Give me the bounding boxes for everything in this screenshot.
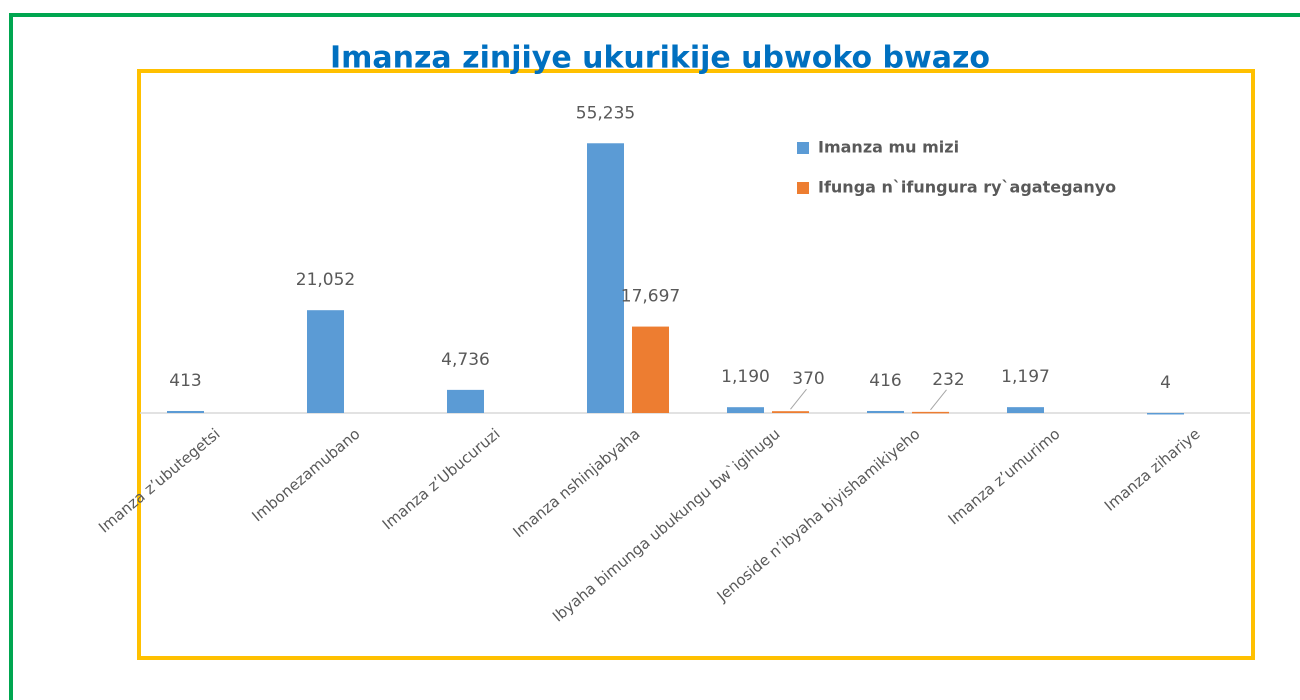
outer-frame	[9, 13, 1300, 700]
data-label: 1,197	[1001, 367, 1050, 387]
data-label: 4,736	[441, 350, 490, 370]
bar	[1007, 407, 1044, 413]
x-tick-label: Imbonezamubano	[248, 425, 363, 526]
data-label: 416	[869, 371, 901, 391]
bar	[447, 389, 484, 413]
legend-swatch	[797, 182, 809, 194]
x-tick-label: Imanza z’ubutegetsi	[95, 425, 223, 537]
bar	[867, 410, 904, 413]
data-label: 17,697	[621, 287, 680, 307]
x-tick-label: Imanza nshinjabyaha	[510, 425, 644, 541]
leader-line	[930, 389, 947, 411]
data-label: 21,052	[296, 270, 355, 290]
legend-swatch	[797, 142, 809, 154]
data-label: 55,235	[576, 103, 635, 123]
data-label: 232	[932, 370, 964, 390]
x-tick-label: Ibyaha bimunga ubukungu bw`igihugu	[549, 425, 784, 626]
bar	[1147, 412, 1184, 415]
bar	[912, 411, 949, 414]
legend-label: Ifunga n`ifungura ry`agateganyo	[818, 178, 1116, 197]
bar	[167, 410, 204, 413]
data-label: 413	[169, 371, 201, 391]
x-tick-label: Imanza z’Ubucuruzi	[379, 425, 504, 534]
legend-label: Imanza mu mizi	[818, 138, 959, 157]
chart-title: Imanza zinjiye ukurikije ubwoko bwazo	[330, 41, 990, 76]
data-label: 370	[792, 369, 824, 389]
bar	[307, 310, 344, 413]
bar	[772, 411, 809, 413]
data-label: 1,190	[721, 367, 770, 387]
leader-line	[790, 388, 807, 410]
data-label: 4	[1160, 373, 1171, 393]
bar	[632, 326, 669, 413]
bar	[587, 143, 624, 413]
bar	[727, 407, 764, 413]
x-tick-label: Imanza z’umurimo	[945, 425, 1064, 529]
plot-frame	[137, 69, 1255, 660]
x-tick-label: Imanza zihariye	[1101, 425, 1204, 515]
